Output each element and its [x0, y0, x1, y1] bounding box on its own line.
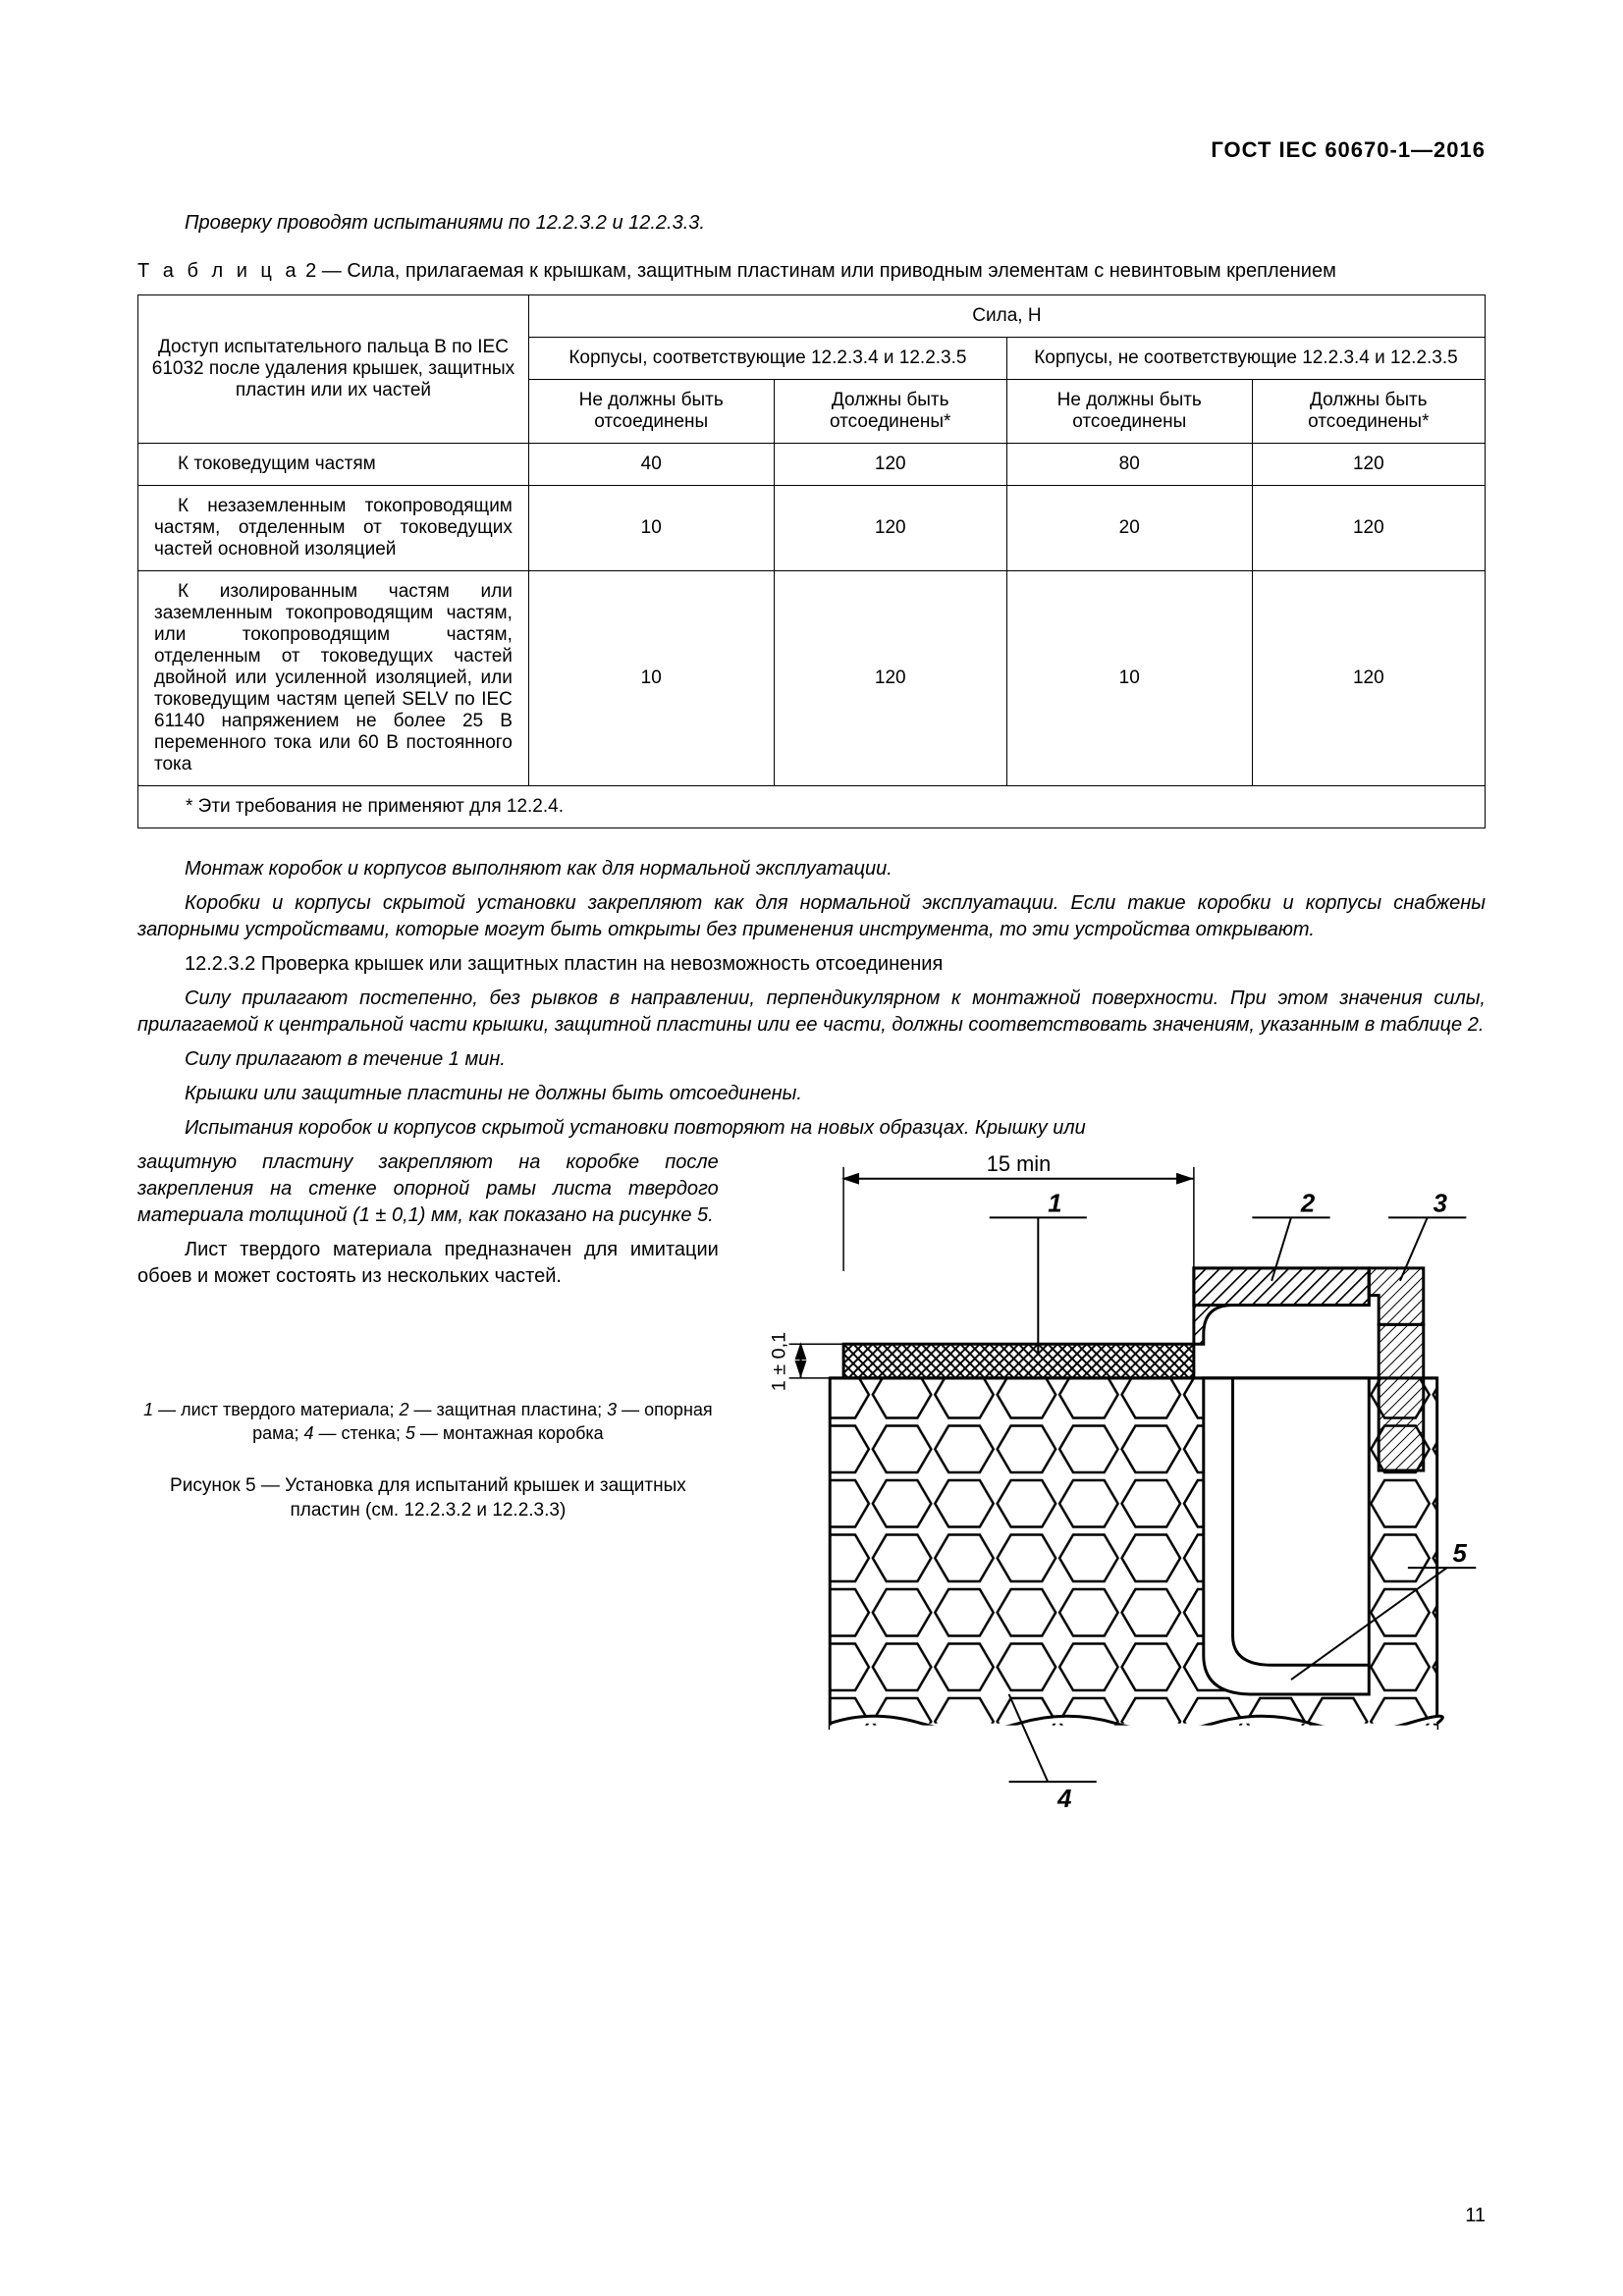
body-p2: Коробки и корпусы скрытой установки закр…	[137, 890, 1486, 943]
figure-legend: 1 — лист твердого материала; 2 — защитна…	[137, 1398, 719, 1446]
td-label: К токоведущим частям	[138, 444, 529, 486]
figure-5-svg: 15 min 1 ± 0,1	[746, 1149, 1486, 1811]
body-p7b: Лист твердого материала предназначен для…	[137, 1237, 719, 1290]
table-row: К изолированным частям или заземленным т…	[138, 571, 1486, 786]
page-number: 11	[1465, 2205, 1486, 2227]
callout-4: 4	[1056, 1786, 1071, 1811]
table-row: К незаземленным токопроводящим частям, о…	[138, 486, 1486, 571]
td-c2: 120	[774, 486, 1006, 571]
td-c2: 120	[774, 444, 1006, 486]
td-c2: 120	[774, 571, 1006, 786]
td-c3: 20	[1006, 486, 1252, 571]
figure-caption: Рисунок 5 — Установка для испытаний крыш…	[137, 1473, 719, 1523]
table-title-prefix: Т а б л и ц а	[137, 260, 300, 282]
td-label: К незаземленным токопроводящим частям, о…	[138, 486, 529, 571]
table-title-rest: — Сила, прилагаемая к крышкам, защитным …	[316, 260, 1336, 282]
callout-3: 3	[1433, 1190, 1447, 1217]
th-grp1: Корпусы, соответствующие 12.2.3.4 и 12.2…	[528, 338, 1006, 380]
th-rowhead: Доступ испытательного пальца B по IEC 61…	[138, 295, 529, 444]
td-c3: 10	[1006, 571, 1252, 786]
table-footnote: * Эти требования не применяют для 12.2.4…	[138, 786, 1486, 828]
td-c1: 40	[528, 444, 774, 486]
table-title-num: 2	[305, 260, 316, 282]
th-force: Сила, Н	[528, 295, 1485, 338]
callout-1: 1	[1048, 1190, 1061, 1217]
td-c3: 80	[1006, 444, 1252, 486]
td-c1: 10	[528, 571, 774, 786]
intro-line: Проверку проводят испытаниями по 12.2.3.…	[137, 210, 1486, 237]
body-p1: Монтаж коробок и корпусов выполняют как …	[137, 856, 1486, 882]
td-c1: 10	[528, 486, 774, 571]
table-footnote-row: * Эти требования не применяют для 12.2.4…	[138, 786, 1486, 828]
table-row: К токоведущим частям 40 120 80 120	[138, 444, 1486, 486]
callout-2: 2	[1300, 1190, 1316, 1217]
td-c4: 120	[1252, 571, 1485, 786]
body-p5: Крышки или защитные пластины не должны б…	[137, 1081, 1486, 1107]
force-table: Доступ испытательного пальца B по IEC 61…	[137, 294, 1486, 828]
figure-svg-wrap: 15 min 1 ± 0,1	[746, 1149, 1486, 1811]
th-sub-2b: Должны быть отсоединены*	[1252, 380, 1485, 444]
figure-text-col: защитную пластину закрепляют на коробке …	[137, 1149, 719, 1811]
td-c4: 120	[1252, 486, 1485, 571]
th-sub-2a: Не должны быть отсоединены	[1006, 380, 1252, 444]
body-p3: Силу прилагают постепенно, без рывков в …	[137, 986, 1486, 1039]
body-p7a: защитную пластину закрепляют на коробке …	[137, 1149, 719, 1229]
td-c4: 120	[1252, 444, 1485, 486]
figure-block: защитную пластину закрепляют на коробке …	[137, 1149, 1486, 1811]
body-p4: Силу прилагают в течение 1 мин.	[137, 1046, 1486, 1073]
td-label: К изолированным частям или заземленным т…	[138, 571, 529, 786]
callout-5: 5	[1452, 1540, 1467, 1568]
section-12-2-3-2: 12.2.3.2 Проверка крышек или защитных пл…	[137, 951, 1486, 978]
table-title: Т а б л и ц а 2 — Сила, прилагаемая к кр…	[137, 260, 1486, 283]
dim-left-label: 1 ± 0,1	[768, 1332, 789, 1391]
standard-header: ГОСТ IEC 60670-1—2016	[137, 137, 1486, 163]
body-p6: Испытания коробок и корпусов скрытой уст…	[137, 1115, 1486, 1142]
th-grp2: Корпусы, не соответствующие 12.2.3.4 и 1…	[1006, 338, 1485, 380]
th-sub-1b: Должны быть отсоединены*	[774, 380, 1006, 444]
th-sub-1a: Не должны быть отсоединены	[528, 380, 774, 444]
dim-top-label: 15 min	[987, 1151, 1051, 1176]
